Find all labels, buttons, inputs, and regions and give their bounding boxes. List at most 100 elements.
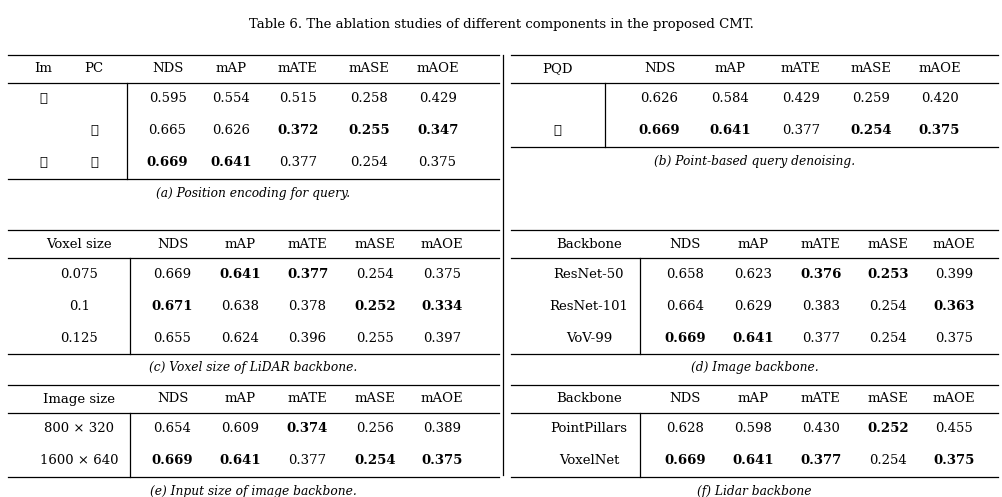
Text: mATE: mATE <box>278 63 318 76</box>
Text: 0.669: 0.669 <box>664 331 706 344</box>
Text: NDS: NDS <box>156 393 188 406</box>
Text: 0.399: 0.399 <box>935 267 973 280</box>
Text: NDS: NDS <box>152 63 183 76</box>
Text: 0.252: 0.252 <box>355 300 396 313</box>
Text: Image size: Image size <box>43 393 115 406</box>
Text: NDS: NDS <box>669 238 701 250</box>
Text: 0.334: 0.334 <box>422 300 463 313</box>
Text: 0.375: 0.375 <box>422 454 463 468</box>
Text: VoxelNet: VoxelNet <box>559 454 619 468</box>
Text: 0.584: 0.584 <box>711 92 749 105</box>
Text: mASE: mASE <box>349 63 390 76</box>
Text: 0.389: 0.389 <box>423 422 461 435</box>
Text: mATE: mATE <box>801 238 841 250</box>
Text: 0.075: 0.075 <box>60 267 98 280</box>
Text: 0.595: 0.595 <box>148 92 186 105</box>
Text: 0.654: 0.654 <box>153 422 191 435</box>
Text: 0.598: 0.598 <box>734 422 772 435</box>
Text: 1600 × 640: 1600 × 640 <box>40 454 118 468</box>
Text: 0.671: 0.671 <box>151 300 193 313</box>
Text: (e) Input size of image backbone.: (e) Input size of image backbone. <box>150 485 357 497</box>
Text: 0.363: 0.363 <box>934 300 975 313</box>
Text: 0.664: 0.664 <box>666 300 704 313</box>
Text: mAOE: mAOE <box>933 393 976 406</box>
Text: 0.396: 0.396 <box>289 331 327 344</box>
Text: 0.254: 0.254 <box>350 157 388 169</box>
Text: mATE: mATE <box>288 393 328 406</box>
Text: 0.259: 0.259 <box>853 92 891 105</box>
Text: mASE: mASE <box>851 63 892 76</box>
Text: 0.397: 0.397 <box>423 331 461 344</box>
Text: Table 6. The ablation studies of different components in the proposed CMT.: Table 6. The ablation studies of differe… <box>248 18 754 31</box>
Text: 0.377: 0.377 <box>782 125 820 138</box>
Text: Im: Im <box>34 63 52 76</box>
Text: PQD: PQD <box>542 63 572 76</box>
Text: mAP: mAP <box>737 238 769 250</box>
Text: 0.252: 0.252 <box>868 422 909 435</box>
Text: Backbone: Backbone <box>556 393 622 406</box>
Text: 0.669: 0.669 <box>151 454 193 468</box>
Text: 0.383: 0.383 <box>802 300 840 313</box>
Text: 0.125: 0.125 <box>60 331 98 344</box>
Text: 0.515: 0.515 <box>279 92 317 105</box>
Text: 0.1: 0.1 <box>69 300 90 313</box>
Text: PointPillars: PointPillars <box>550 422 627 435</box>
Text: ✓: ✓ <box>553 125 561 138</box>
Text: mATE: mATE <box>801 393 841 406</box>
Text: 0.254: 0.254 <box>870 300 907 313</box>
Text: ✓: ✓ <box>39 92 47 105</box>
Text: 0.626: 0.626 <box>640 92 678 105</box>
Text: mAP: mAP <box>224 393 256 406</box>
Text: 0.641: 0.641 <box>732 331 774 344</box>
Text: mATE: mATE <box>288 238 328 250</box>
Text: 0.623: 0.623 <box>734 267 772 280</box>
Text: 0.377: 0.377 <box>287 267 328 280</box>
Text: 0.375: 0.375 <box>423 267 461 280</box>
Text: mASE: mASE <box>868 238 909 250</box>
Text: (f) Lidar backbone: (f) Lidar backbone <box>697 485 812 497</box>
Text: 0.609: 0.609 <box>220 422 259 435</box>
Text: 0.641: 0.641 <box>219 454 261 468</box>
Text: mASE: mASE <box>355 238 396 250</box>
Text: 0.641: 0.641 <box>210 157 253 169</box>
Text: 0.628: 0.628 <box>666 422 704 435</box>
Text: 0.638: 0.638 <box>220 300 259 313</box>
Text: 0.641: 0.641 <box>219 267 261 280</box>
Text: mAOE: mAOE <box>918 63 961 76</box>
Text: (b) Point-based query denoising.: (b) Point-based query denoising. <box>654 155 855 167</box>
Text: ResNet-101: ResNet-101 <box>549 300 628 313</box>
Text: 0.376: 0.376 <box>800 267 842 280</box>
Text: mATE: mATE <box>781 63 821 76</box>
Text: 0.255: 0.255 <box>357 331 394 344</box>
Text: (a) Position encoding for query.: (a) Position encoding for query. <box>156 186 351 199</box>
Text: mAOE: mAOE <box>421 393 463 406</box>
Text: NDS: NDS <box>644 63 675 76</box>
Text: 0.669: 0.669 <box>638 125 680 138</box>
Text: 0.455: 0.455 <box>935 422 973 435</box>
Text: NDS: NDS <box>669 393 701 406</box>
Text: 0.375: 0.375 <box>934 454 975 468</box>
Text: 0.658: 0.658 <box>666 267 704 280</box>
Text: 0.256: 0.256 <box>357 422 394 435</box>
Text: NDS: NDS <box>156 238 188 250</box>
Text: 0.429: 0.429 <box>782 92 820 105</box>
Text: 0.430: 0.430 <box>802 422 840 435</box>
Text: 0.347: 0.347 <box>417 125 458 138</box>
Text: 0.629: 0.629 <box>734 300 772 313</box>
Text: 0.377: 0.377 <box>802 331 840 344</box>
Text: (c) Voxel size of LiDAR backbone.: (c) Voxel size of LiDAR backbone. <box>149 361 358 375</box>
Text: mASE: mASE <box>355 393 396 406</box>
Text: PC: PC <box>84 63 103 76</box>
Text: ResNet-50: ResNet-50 <box>554 267 624 280</box>
Text: mAP: mAP <box>215 63 246 76</box>
Text: 0.669: 0.669 <box>146 157 188 169</box>
Text: 0.665: 0.665 <box>148 125 186 138</box>
Text: 0.377: 0.377 <box>801 454 842 468</box>
Text: 0.641: 0.641 <box>709 125 750 138</box>
Text: Voxel size: Voxel size <box>46 238 112 250</box>
Text: ✓: ✓ <box>90 125 98 138</box>
Text: 0.626: 0.626 <box>212 125 250 138</box>
Text: mAP: mAP <box>224 238 256 250</box>
Text: 0.254: 0.254 <box>851 125 892 138</box>
Text: 0.372: 0.372 <box>277 125 319 138</box>
